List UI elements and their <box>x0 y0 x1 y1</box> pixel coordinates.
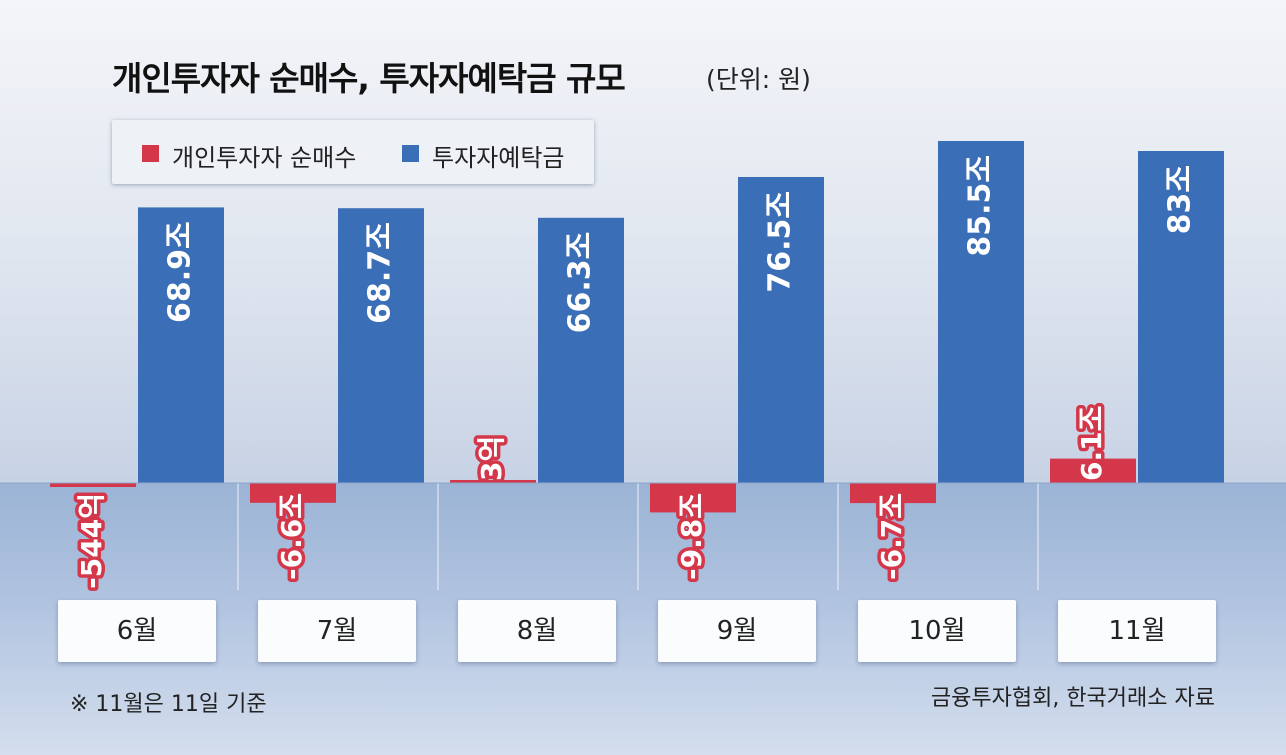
deposit-bar <box>138 207 224 483</box>
deposit-bar <box>938 141 1024 483</box>
net-buying-bar <box>850 483 936 504</box>
net-buying-value-label: 6.1조 <box>1075 406 1108 481</box>
legend-swatch-deposits <box>402 145 419 162</box>
category-label: 8월 <box>458 600 616 662</box>
unit-label: (단위: 원) <box>706 65 811 94</box>
deposit-bar <box>338 208 424 483</box>
net-buying-bar <box>650 483 736 513</box>
net-buying-value-label: -6.6조 <box>275 493 308 580</box>
legend: 개인투자자 순매수 투자자예탁금 <box>112 120 594 184</box>
deposit-value-label: 83조 <box>1163 165 1198 234</box>
net-buying-bar <box>50 483 136 487</box>
deposit-bar <box>538 217 624 484</box>
deposit-value-label: 85.5조 <box>963 155 998 257</box>
deposit-bar <box>1138 151 1224 483</box>
legend-label-net-buying: 개인투자자 순매수 <box>172 144 357 172</box>
category-label: 7월 <box>258 600 416 662</box>
net-buying-value-label: -544억 <box>75 493 108 589</box>
deposit-value-label: 66.3조 <box>563 232 598 334</box>
net-buying-value-label: -6.7조 <box>875 493 908 580</box>
category-label: 6월 <box>58 600 216 662</box>
net-buying-bar <box>1050 458 1136 483</box>
deposit-bar <box>738 177 824 483</box>
net-buying-value-label: -9.8조 <box>675 493 708 580</box>
net-buying-bar <box>250 483 336 503</box>
chart-title: 개인투자자 순매수, 투자자예탁금 규모 <box>112 59 626 98</box>
footnote: ※ 11월은 11일 기준 <box>70 692 267 717</box>
net-buying-value-label: 3억 <box>475 436 508 481</box>
deposit-value-label: 68.9조 <box>163 221 198 323</box>
category-label: 9월 <box>658 600 816 662</box>
category-label: 11월 <box>1058 600 1216 662</box>
category-label: 10월 <box>858 600 1016 662</box>
deposit-value-label: 68.7조 <box>363 222 398 324</box>
net-buying-bar <box>450 480 536 483</box>
deposit-value-label: 76.5조 <box>763 191 798 293</box>
source-note: 금융투자협회, 한국거래소 자료 <box>930 686 1215 711</box>
legend-label-deposits: 투자자예탁금 <box>432 144 565 172</box>
legend-swatch-net-buying <box>142 145 159 162</box>
